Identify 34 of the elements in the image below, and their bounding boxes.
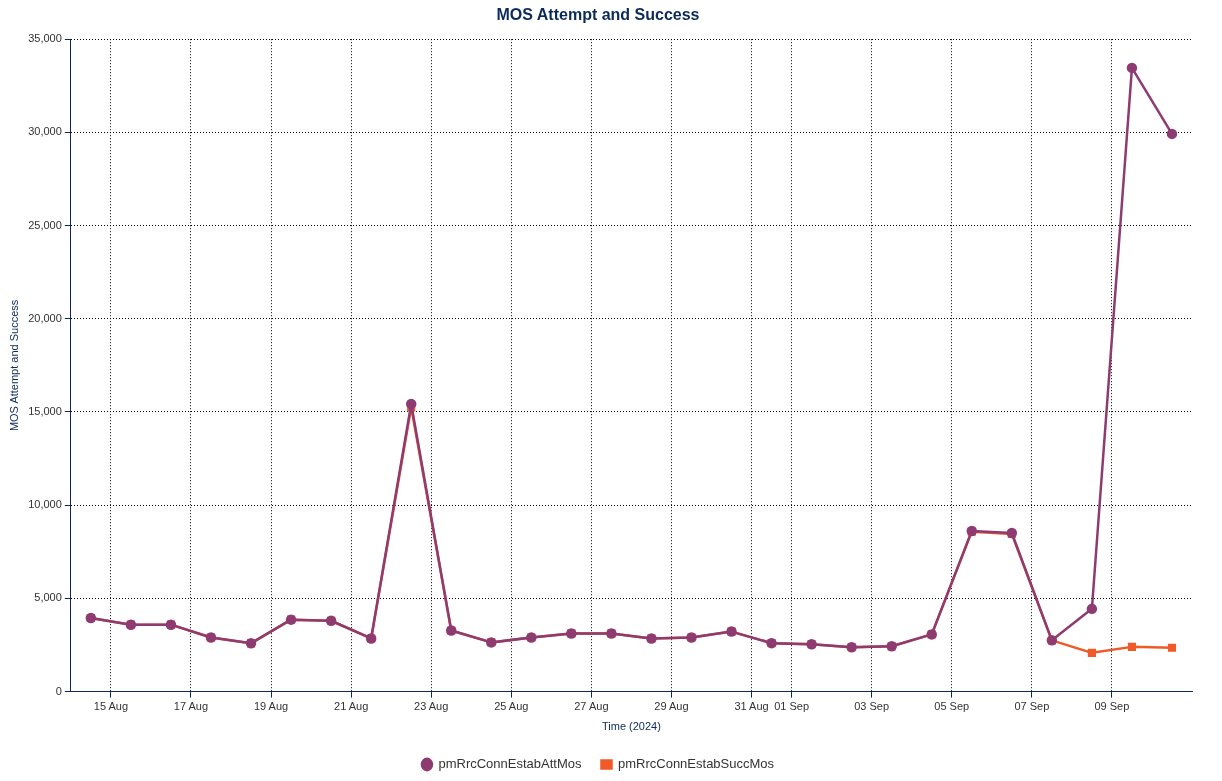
y-tick-label: 30,000 [28,125,62,138]
legend-label: pmRrcConnEstabAttMos [438,756,582,772]
y-tick-label: 0 [55,684,62,697]
point [405,398,417,410]
x-tick-label: 31 Aug [734,700,769,713]
point [1086,603,1098,615]
legend-label: pmRrcConnEstabSuccMos [618,756,775,772]
y-tick-label: 25,000 [28,218,62,231]
x-tick-label: 19 Aug [253,700,289,713]
x-tick-label: 07 Sep [1014,700,1050,713]
x-tick-label: 05 Sep [934,700,970,713]
point [1087,648,1096,657]
y-tick-label: 20,000 [28,311,62,324]
y-tick-label: 15,000 [28,405,62,418]
x-tick-label: 09 Sep [1094,700,1130,713]
x-tick-label: 25 Aug [494,700,529,713]
y-tick-label: 10,000 [28,498,62,511]
x-tick-label: 01 Sep [774,700,810,713]
chart-title: MOS Attempt and Success [496,6,700,24]
point [1127,642,1137,651]
point [1166,128,1178,140]
y-axis-title: MOS Attempt and Success [7,299,20,432]
x-tick-label: 03 Sep [854,700,890,713]
x-tick-label: 29 Aug [654,700,689,713]
point [1167,643,1177,652]
x-tick-label: 15 Aug [93,700,129,713]
x-axis-title: Time (2024) [601,720,661,733]
x-tick-label: 17 Aug [173,700,209,713]
x-tick-label: 27 Aug [574,700,609,713]
y-tick-label: 5,000 [34,591,62,604]
y-tick-label: 35,000 [28,32,62,45]
x-tick-label: 23 Aug [414,700,449,713]
x-tick-label: 21 Aug [334,700,369,713]
point [1126,62,1138,74]
